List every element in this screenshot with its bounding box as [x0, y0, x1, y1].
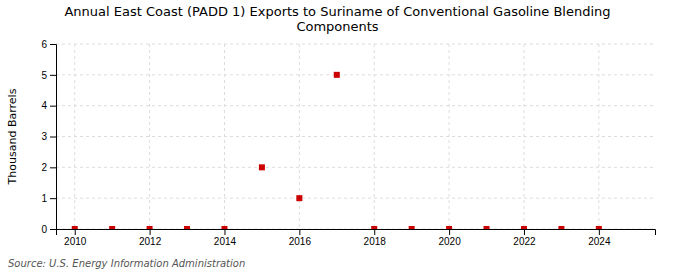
x-tick: 2016 [289, 229, 312, 247]
source: Source: U.S. Energy Information Administ… [8, 258, 245, 269]
y-tick-label: 6 [41, 39, 47, 50]
x-tick: 2014 [214, 229, 237, 247]
x-tick-mark [449, 229, 450, 235]
y-tick-label: 0 [41, 224, 47, 235]
y-tick: 2 [41, 162, 56, 173]
point [296, 195, 302, 201]
x-tick: 2018 [364, 229, 387, 247]
y-tick-mark [50, 75, 56, 76]
title-line: Components [296, 19, 378, 34]
grid [56, 44, 655, 229]
point [371, 226, 377, 229]
plot: 2010 2012 2014 2016 2018 2020 2022 2024 0 1 2 3 4 5 6 [41, 39, 655, 247]
x-tick-label: 2024 [588, 236, 611, 247]
point [147, 226, 153, 229]
x-tick-label: 2020 [438, 236, 461, 247]
x-tick: 2010 [64, 229, 87, 247]
x-tick: 2012 [139, 229, 162, 247]
x-tick-mark [374, 229, 375, 235]
x-tick: 2022 [513, 229, 536, 247]
grid-line-y [56, 167, 655, 168]
point [446, 226, 452, 229]
point [221, 226, 227, 229]
x-axis-line [57, 230, 656, 236]
point [596, 226, 602, 229]
point [558, 226, 564, 229]
x-tick-label: 2022 [513, 236, 536, 247]
y-tick-mark [50, 106, 56, 107]
grid-line-y [56, 136, 655, 137]
y-tick: 5 [41, 70, 56, 81]
grid-line-y [56, 105, 655, 106]
y-tick: 4 [41, 100, 56, 111]
x-tick-label: 2010 [64, 236, 87, 247]
x-tick: 2024 [588, 229, 611, 247]
y-axis-label: Thousand Barrels [6, 88, 19, 185]
point [184, 226, 190, 229]
point [72, 226, 78, 229]
y-tick: 6 [41, 39, 56, 50]
point [409, 226, 415, 229]
title-line: Annual East Coast (PADD 1) Exports to Su… [64, 4, 610, 19]
y-tick-label: 3 [41, 131, 47, 142]
x-tick-label: 2018 [364, 236, 387, 247]
title: Annual East Coast (PADD 1) Exports to Su… [64, 4, 610, 34]
x-tick-mark [150, 229, 151, 235]
grid-line-x [149, 44, 150, 229]
x-tick-mark [224, 229, 225, 235]
x-tick-label: 2016 [289, 236, 312, 247]
x-tick-label: 2012 [139, 236, 162, 247]
y-tick-label: 1 [41, 193, 47, 204]
grid-line-y [56, 44, 655, 45]
x-tick-mark [599, 229, 600, 235]
y-tick-mark [50, 167, 56, 168]
y-tick: 3 [41, 131, 56, 142]
y-tick-label: 4 [41, 100, 47, 111]
points [72, 72, 602, 229]
grid-line-y [56, 198, 655, 199]
y-tick-label: 2 [41, 162, 47, 173]
y-tick: 1 [41, 193, 56, 204]
y-tick-mark [50, 229, 56, 230]
chart: Annual East Coast (PADD 1) Exports to Su… [0, 0, 675, 275]
y-tick: 0 [41, 224, 56, 235]
point [259, 164, 265, 170]
point [109, 226, 115, 229]
y-tick-mark [50, 198, 56, 199]
point [521, 226, 527, 229]
y-tick-label: 5 [41, 70, 47, 81]
x-tick-label: 2014 [214, 236, 237, 247]
y-axis-line [50, 45, 57, 230]
x-tick-mark [75, 229, 76, 235]
y-tick-mark [50, 44, 56, 45]
y-tick-mark [50, 137, 56, 138]
point [484, 226, 490, 229]
x-tick: 2020 [438, 229, 461, 247]
x-tick-mark [299, 229, 300, 235]
x-axis: 2010 2012 2014 2016 2018 2020 2022 2024 [57, 229, 656, 247]
point [334, 72, 340, 78]
grid-line-y [56, 74, 655, 75]
y-axis: 0 1 2 3 4 5 6 [41, 39, 56, 235]
x-tick-mark [524, 229, 525, 235]
